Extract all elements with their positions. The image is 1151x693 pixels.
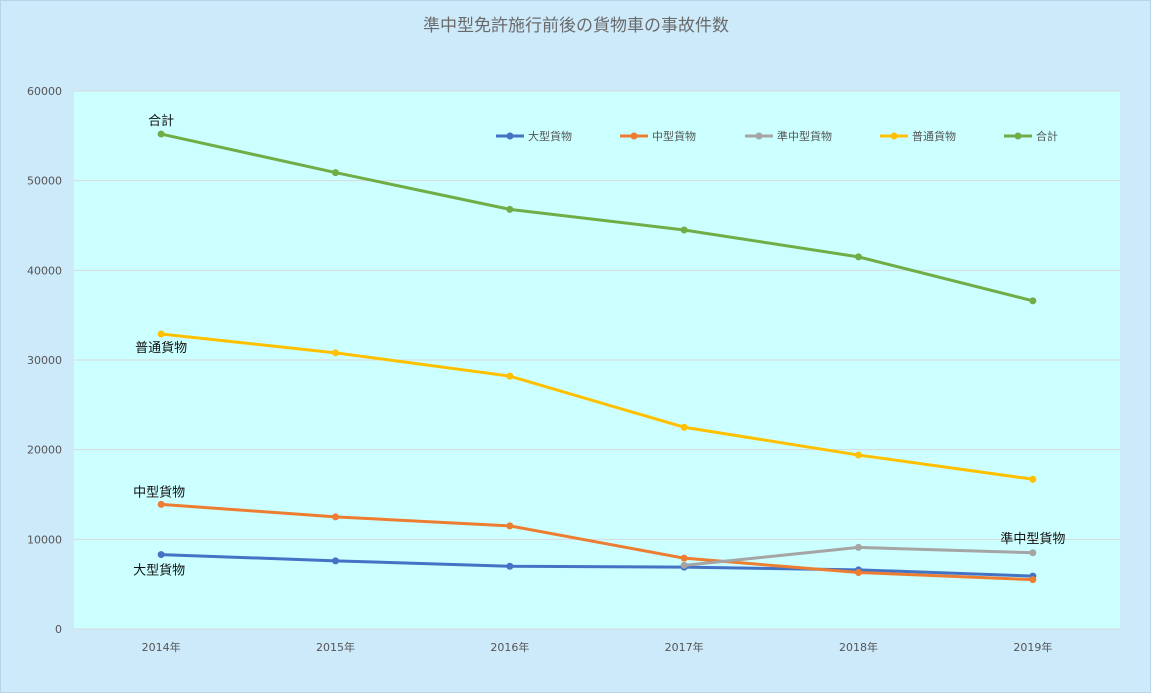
data-point: [506, 205, 514, 213]
series-1: [157, 500, 1037, 584]
data-point: [1029, 549, 1037, 557]
x-tick-label: 2014年: [142, 640, 181, 654]
data-point: [157, 500, 165, 508]
data-point: [680, 423, 688, 431]
data-point: [332, 513, 339, 521]
series-line: [159, 132, 1035, 303]
legend-marker: [630, 132, 638, 140]
series-layer: [157, 130, 1037, 584]
legend-marker: [890, 132, 898, 140]
data-point: [855, 253, 862, 261]
data-point: [680, 226, 688, 234]
data-point: [1029, 576, 1037, 584]
data-point: [332, 349, 339, 357]
y-tick-label: 30000: [27, 354, 62, 367]
chart-title: 準中型免許施行前後の貨物車の事故件数: [423, 16, 729, 36]
legend-entry: 中型貨物: [652, 129, 696, 143]
legend-entry: 準中型貨物: [777, 129, 832, 143]
legend-marker: [1014, 132, 1022, 140]
y-tick-label: 0: [55, 623, 62, 636]
x-tick-label: 2018年: [839, 640, 878, 654]
x-tick-label: 2016年: [490, 640, 529, 654]
data-point: [506, 522, 514, 530]
data-point: [332, 169, 339, 177]
data-point: [332, 557, 339, 565]
legend-entry: 大型貨物: [528, 129, 572, 143]
series-line: [159, 502, 1035, 582]
data-point: [1029, 297, 1037, 305]
y-tick-label: 60000: [27, 85, 62, 98]
series-3: [157, 330, 1037, 483]
x-tick-label: 2017年: [665, 640, 704, 654]
data-point: [157, 330, 165, 338]
data-point: [506, 562, 514, 570]
legend-entry: 普通貨物: [912, 129, 956, 143]
series-annotation: 普通貨物: [135, 340, 187, 356]
data-point: [855, 543, 862, 551]
data-point: [506, 372, 514, 380]
y-tick-label: 20000: [27, 444, 62, 457]
series-annotation: 中型貨物: [133, 484, 185, 500]
data-point: [680, 554, 688, 562]
data-point: [855, 569, 862, 577]
y-axis-ticks: 0 10000 20000 30000 40000 50000 60000: [27, 85, 62, 636]
x-tick-label: 2019年: [1013, 640, 1052, 654]
series-2: [680, 543, 1037, 569]
data-point: [680, 561, 688, 569]
x-axis-ticks: 2014年 2015年 2016年 2017年 2018年 2019年: [142, 640, 1053, 654]
series-4: [157, 130, 1037, 305]
y-tick-label: 10000: [27, 533, 62, 546]
data-point: [855, 451, 862, 459]
legend-marker: [506, 132, 514, 140]
legend-marker: [755, 132, 763, 140]
series-line: [159, 332, 1035, 481]
x-tick-label: 2015年: [316, 640, 355, 654]
series-annotation: 大型貨物: [133, 563, 185, 579]
y-tick-label: 40000: [27, 264, 62, 277]
legend-entry: 合計: [1036, 129, 1058, 143]
legend: 大型貨物 中型貨物 準中型貨物 普通貨物 合計: [496, 129, 1058, 143]
series-line: [159, 553, 1035, 578]
data-point: [157, 551, 165, 559]
series-annotation: 合計: [148, 113, 174, 129]
data-point: [157, 130, 165, 138]
series-annotation: 準中型貨物: [1000, 531, 1065, 547]
y-tick-label: 50000: [27, 175, 62, 188]
gridlines: [74, 90, 1120, 630]
data-point: [1029, 475, 1037, 483]
